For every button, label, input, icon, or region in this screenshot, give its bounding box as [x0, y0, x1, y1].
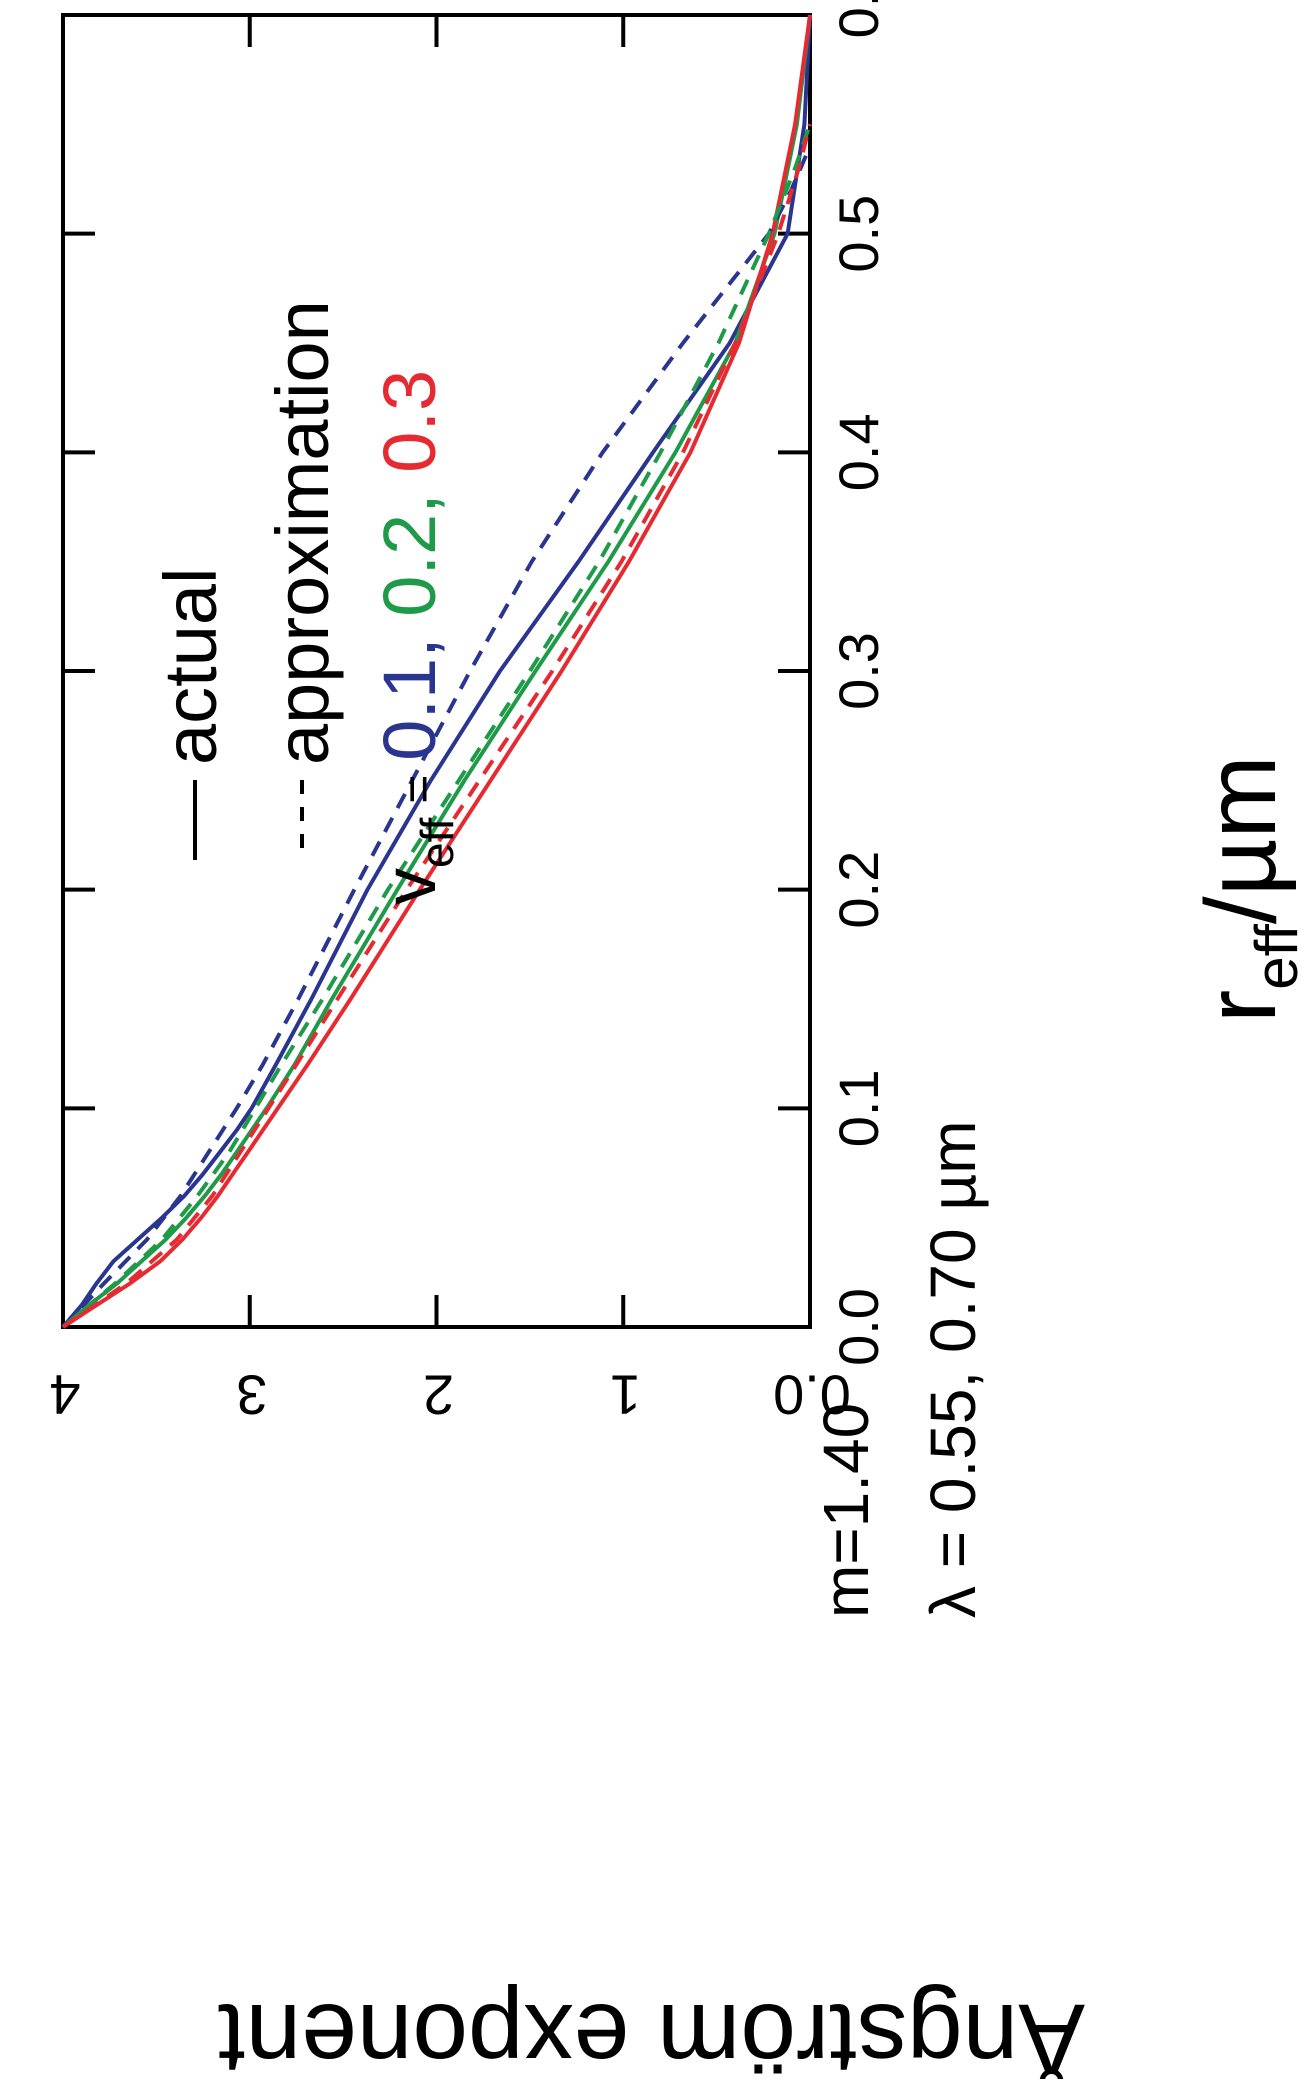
legend-veff-line: veff = 0.1, 0.2, 0.3 [368, 370, 463, 905]
veff-value-2: 0.2 [368, 514, 451, 617]
x-tick-label: 0.3 [827, 632, 890, 710]
legend-solid-label: actual [149, 568, 232, 765]
veff-sep-1: , [368, 617, 451, 658]
x-axis-title-subscript: eff [1243, 924, 1307, 990]
y-tick-label: 3 [236, 1364, 267, 1427]
x-tick-label: 0.1 [827, 1069, 890, 1147]
y-tick-label: 0.0 [773, 1364, 851, 1427]
x-tick-label: 0.5 [827, 195, 890, 273]
y-tick-label: 1 [610, 1364, 641, 1427]
y-tick-label: 4 [49, 1364, 80, 1427]
series-line-solid-veff-0.3 [61, 14, 812, 1329]
veff-sep-2: , [368, 473, 451, 514]
x-tick-label: 0.2 [827, 851, 890, 929]
x-axis-title-main: r [1185, 990, 1297, 1023]
series-line-solid-veff-0.1 [61, 14, 812, 1329]
x-axis-title-unit: /µm [1185, 755, 1297, 924]
plot-area: 0.0 0.1 0.2 0.3 0.4 0.5 0. 0.0 1 2 3 4 [49, 0, 890, 1427]
veff-value-3: 0.3 [368, 370, 451, 473]
series-line-dashed-veff-0.2 [61, 123, 812, 1329]
veff-value-1: 0.1 [368, 658, 451, 761]
x-axis-title: reff/µm [1185, 755, 1307, 1023]
wavelength-annotation: λ = 0.55, 0.70 µm [917, 1120, 989, 1618]
veff-prefix: v [368, 868, 451, 905]
axis-titles: Ångström exponent reff/µm [218, 755, 1307, 2079]
legend: actual approximation veff = 0.1, 0.2, 0.… [149, 300, 463, 905]
legend-dashed-label: approximation [261, 300, 344, 765]
y-tick-label: 2 [423, 1364, 454, 1427]
y-axis-title: Ångström exponent [218, 1983, 1085, 2079]
annotations: m=1.40 λ = 0.55, 0.70 µm [810, 1120, 989, 1618]
series-line-dashed-veff-0.1 [61, 145, 812, 1329]
x-tick-label: 0.4 [827, 413, 890, 491]
refractive-index-annotation: m=1.40 [810, 1403, 882, 1618]
veff-subscript: eff [411, 817, 463, 868]
veff-equals: = [390, 761, 446, 818]
x-tick-label: 0.0 [827, 1288, 890, 1366]
x-tick-label: 0. [827, 0, 890, 38]
